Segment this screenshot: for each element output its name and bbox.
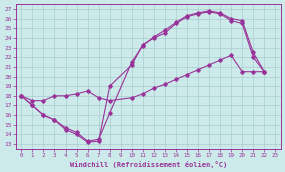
- X-axis label: Windchill (Refroidissement éolien,°C): Windchill (Refroidissement éolien,°C): [70, 161, 227, 168]
